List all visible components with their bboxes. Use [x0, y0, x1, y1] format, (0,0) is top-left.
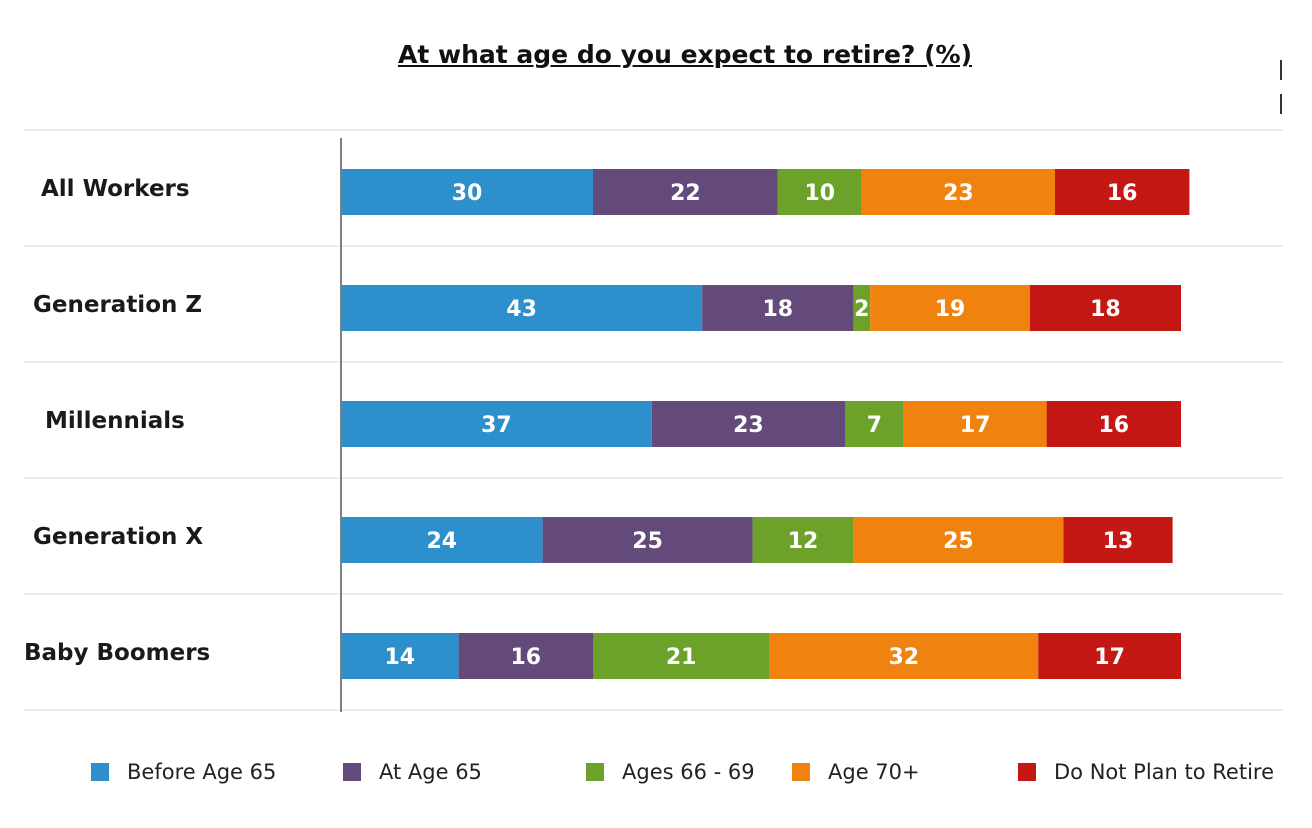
legend-swatch	[343, 763, 361, 781]
bar-segment	[903, 401, 1047, 447]
bar-segment	[870, 285, 1030, 331]
bar-segment	[542, 517, 753, 563]
bar-segment	[1046, 401, 1181, 447]
bar-segment	[853, 285, 871, 331]
data-label: 25	[943, 529, 974, 554]
category-label: Generation Z	[33, 292, 202, 318]
edge-mark	[1280, 60, 1282, 80]
bar-segment	[769, 633, 1039, 679]
data-label: 17	[1094, 645, 1125, 670]
data-label: 21	[666, 645, 697, 670]
legend-item: At Age 65	[343, 760, 482, 784]
chart-legend: Before Age 65 At Age 65 Ages 66 - 69 Age 70…	[0, 756, 1312, 792]
bar-segment	[458, 633, 593, 679]
bar-segment	[651, 401, 845, 447]
bar-segment	[341, 169, 593, 215]
data-label: 7	[867, 413, 882, 438]
data-label: 16	[510, 645, 541, 670]
category-label: Baby Boomers	[24, 640, 210, 666]
data-label: 13	[1103, 529, 1134, 554]
bar-segment	[777, 169, 862, 215]
bar-segment	[341, 285, 703, 331]
data-label: 17	[960, 413, 991, 438]
data-label: 14	[384, 645, 415, 670]
legend-item: Age 70+	[792, 760, 920, 784]
data-label: 25	[632, 529, 663, 554]
legend-label: Age 70+	[828, 760, 920, 784]
legend-swatch	[1018, 763, 1036, 781]
bar-segment	[1029, 285, 1181, 331]
data-label: 32	[888, 645, 919, 670]
legend-item: Before Age 65	[91, 760, 276, 784]
legend-swatch	[586, 763, 604, 781]
data-label: 16	[1098, 413, 1129, 438]
category-label: Millennials	[45, 408, 185, 434]
edge-mark	[1280, 94, 1282, 114]
data-label: 18	[1090, 297, 1121, 322]
legend-label: Ages 66 - 69	[622, 760, 755, 784]
bar-segment	[341, 633, 459, 679]
data-label: 30	[452, 181, 483, 206]
legend-swatch	[91, 763, 109, 781]
bar-segment	[1063, 517, 1173, 563]
category-label: Generation X	[33, 524, 203, 550]
data-label: 37	[481, 413, 512, 438]
legend-label: At Age 65	[379, 760, 482, 784]
bar-segment	[341, 517, 543, 563]
bar-segment	[1055, 169, 1190, 215]
data-label: 12	[788, 529, 819, 554]
bar-segment	[341, 401, 652, 447]
legend-swatch	[792, 763, 810, 781]
data-label: 18	[762, 297, 793, 322]
bar-segment	[853, 517, 1064, 563]
bar-segment	[861, 169, 1055, 215]
data-label: 16	[1107, 181, 1138, 206]
data-label: 23	[943, 181, 974, 206]
legend-item: Ages 66 - 69	[586, 760, 755, 784]
bar-segment	[752, 517, 854, 563]
data-label: 23	[733, 413, 764, 438]
category-label: All Workers	[41, 176, 190, 202]
bar-segment	[1038, 633, 1181, 679]
bar-segment	[845, 401, 904, 447]
data-label: 43	[506, 297, 537, 322]
chart-plot: All Workers 30 22 10 23 16 Generation Z 43 18 2 19…	[24, 129, 1283, 712]
bar-segment	[593, 169, 778, 215]
data-label: 19	[935, 297, 966, 322]
data-label: 24	[426, 529, 457, 554]
data-label: 2	[854, 297, 869, 322]
data-label: 22	[670, 181, 701, 206]
legend-item: Do Not Plan to Retire	[1018, 760, 1274, 784]
chart-title: At what age do you expect to retire? (%)	[397, 40, 973, 69]
legend-label: Before Age 65	[127, 760, 277, 784]
data-label: 10	[804, 181, 835, 206]
legend-label: Do Not Plan to Retire	[1054, 760, 1274, 784]
bar-segment	[593, 633, 770, 679]
bar-segment	[702, 285, 854, 331]
